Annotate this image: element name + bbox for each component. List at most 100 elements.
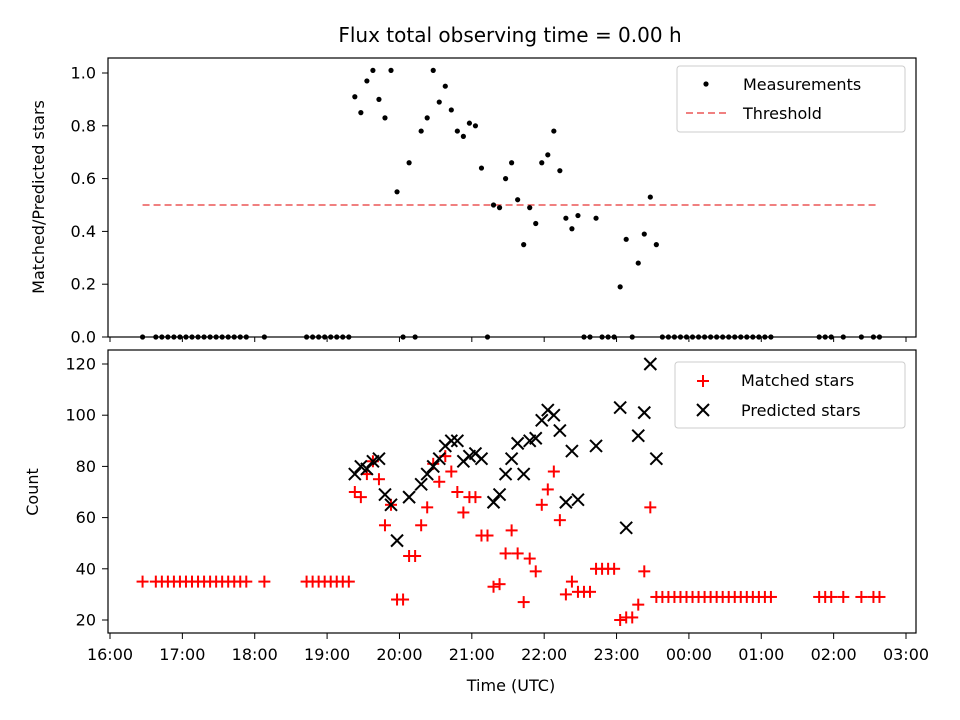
predicted-star-point: [504, 452, 519, 466]
top-legend: Measurements Threshold: [676, 65, 906, 133]
predicted-star-point: [535, 413, 549, 428]
matched-star-point: [547, 465, 560, 478]
predicted-star-point: [631, 428, 645, 443]
matched-star-point: [626, 611, 639, 624]
bottom-x-tick-label: 22:00: [521, 645, 567, 664]
top-y-tick-label: 0.4: [71, 222, 96, 241]
predicted-star-point: [559, 495, 573, 509]
predicted-star-point: [486, 495, 501, 509]
x-axis-label: Time (UTC): [466, 676, 555, 695]
measurement-point: [647, 194, 653, 200]
bottom-y-tick-label: 40: [76, 559, 96, 578]
legend-measurements-marker: [703, 81, 709, 87]
measurement-point: [448, 107, 454, 113]
matched-star-point: [505, 524, 518, 537]
predicted-star-point: [492, 487, 507, 502]
legend-matched-label: Matched stars: [741, 371, 854, 390]
measurement-point: [370, 67, 376, 73]
matched-star-point: [529, 565, 542, 578]
measurement-point: [418, 128, 424, 134]
predicted-star-point: [643, 357, 658, 371]
legend-predicted-marker: [696, 403, 710, 417]
matched-star-point: [372, 473, 385, 486]
matched-star-point: [499, 547, 512, 560]
matched-star-point: [523, 552, 536, 565]
measurement-point: [502, 176, 509, 182]
matched-star-point: [258, 575, 271, 588]
predicted-star-point: [613, 400, 627, 415]
predicted-star-point: [426, 459, 440, 474]
predicted-star-point: [360, 462, 374, 476]
measurement-point: [533, 220, 539, 227]
top-legend-box: [676, 65, 906, 133]
matched-star-point: [421, 501, 434, 514]
predicted-star-point: [649, 452, 664, 466]
measurement-point: [352, 94, 358, 100]
bottom-y-tick-label: 20: [76, 611, 96, 630]
top-x-ticks: [109, 337, 907, 342]
matched-star-point: [644, 501, 657, 514]
predicted-star-point: [444, 434, 459, 448]
bottom-x-ticks: 16:00 17:00 18:00 19:00 20:00 21:00 22:00 23:00…: [87, 633, 929, 664]
matched-star-point: [565, 575, 578, 588]
measurement-point: [623, 236, 629, 242]
predicted-star-point: [619, 521, 633, 535]
predicted-star-point: [384, 498, 398, 512]
chart-title: Flux total observing time = 0.00 h: [338, 23, 681, 47]
matched-star-point: [873, 590, 886, 603]
measurement-point: [466, 120, 473, 126]
measurement-point: [406, 160, 412, 166]
bottom-y-tick-label: 120: [65, 355, 96, 374]
measurement-point: [635, 260, 641, 266]
measurement-point: [388, 67, 394, 73]
top-y-tick-label: 0.8: [71, 116, 96, 135]
legend-threshold-label: Threshold: [742, 104, 822, 123]
bottom-x-tick-label: 01:00: [738, 645, 784, 664]
matched-star-point: [584, 585, 597, 598]
bottom-x-tick-label: 18:00: [232, 645, 278, 664]
matched-star-point: [541, 483, 554, 496]
predicted-star-point: [474, 452, 489, 466]
matched-star-point: [457, 506, 470, 519]
measurement-point: [545, 152, 551, 158]
measurement-point: [454, 128, 460, 134]
bottom-x-tick-label: 17:00: [159, 645, 205, 664]
matched-star-point: [409, 550, 422, 562]
predicted-star-point: [432, 452, 446, 466]
measurement-point: [490, 202, 497, 208]
measurement-point: [617, 284, 623, 290]
matched-star-point: [638, 565, 651, 578]
predicted-star-point: [390, 533, 404, 548]
measurement-point: [575, 212, 581, 219]
matched-star-point: [855, 590, 868, 603]
matched-star-point: [433, 475, 446, 488]
predicted-star-point: [450, 434, 465, 448]
measurement-point: [394, 189, 400, 195]
measurement-point: [557, 168, 563, 174]
measurement-point: [460, 133, 466, 139]
bottom-legend: Matched stars Predicted stars: [674, 361, 906, 429]
predicted-star-point: [589, 439, 603, 453]
bottom-x-tick-label: 00:00: [666, 645, 712, 664]
top-y-tick-label: 0.6: [71, 169, 96, 188]
predicted-star-point: [402, 490, 416, 504]
matched-star-point: [837, 590, 850, 603]
matched-star-point: [632, 598, 645, 611]
matched-star-point: [397, 593, 410, 606]
measurement-point: [478, 165, 485, 171]
bottom-x-tick-label: 21:00: [449, 645, 495, 664]
matched-star-point: [240, 575, 253, 588]
measurement-point: [376, 96, 382, 102]
matched-star-point: [764, 590, 777, 603]
measurement-point: [527, 205, 533, 211]
predicted-star-point: [372, 452, 386, 466]
matched-star-point: [354, 491, 367, 504]
bottom-y-tick-label: 80: [76, 457, 96, 476]
measurement-point: [424, 115, 430, 121]
measurement-point: [539, 160, 545, 166]
bottom-x-tick-label: 16:00: [87, 645, 133, 664]
measurement-point: [551, 128, 557, 134]
matched-star-point: [614, 614, 627, 626]
matched-star-point: [608, 562, 621, 575]
